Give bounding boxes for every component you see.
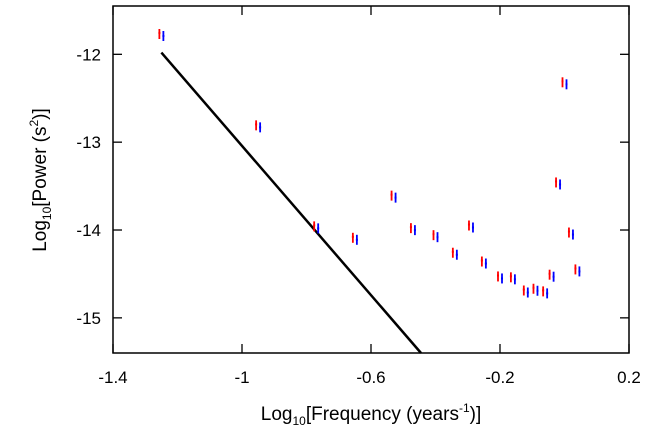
x-axis-title-sub: 10 xyxy=(292,414,306,428)
data-point-blue-marker xyxy=(559,183,561,185)
data-point-red-marker xyxy=(481,260,483,262)
data-point xyxy=(574,264,580,276)
data-point-red-marker xyxy=(562,80,564,82)
fit-line xyxy=(161,53,421,353)
x-axis-title-prefix: Log xyxy=(261,404,293,425)
y-tick-label: -14 xyxy=(76,221,101,240)
y-tick-labels: -12 -13 -14 -15 xyxy=(76,45,101,328)
x-tick-label: -0.6 xyxy=(356,368,385,387)
y-axis-title-sub: 10 xyxy=(40,206,54,220)
data-point-red-marker xyxy=(158,32,160,34)
data-point-blue-marker xyxy=(472,226,474,228)
plot-frame xyxy=(113,6,629,353)
x-tick-label: -1.4 xyxy=(98,368,127,387)
data-point-blue-marker xyxy=(546,292,548,294)
data-point xyxy=(255,120,261,132)
data-point-blue-marker xyxy=(485,263,487,265)
x-axis-title-suffix: )] xyxy=(470,404,482,425)
data-point xyxy=(549,270,555,282)
data-point xyxy=(391,191,397,203)
data-point-blue-marker xyxy=(553,276,555,278)
x-axis-title-sup: -1 xyxy=(459,401,470,415)
data-point-red-marker xyxy=(532,287,534,289)
data-point-red-marker xyxy=(549,273,551,275)
data-point-blue-marker xyxy=(414,229,416,231)
data-point xyxy=(555,177,561,189)
data-point-blue-marker xyxy=(566,83,568,85)
data-point-blue-marker xyxy=(162,35,164,37)
data-point xyxy=(510,272,516,284)
x-tick-labels: -1.4 -1 -0.6 -0.2 0.2 xyxy=(98,368,640,387)
data-point-red-marker xyxy=(313,224,315,226)
x-tick-label: -1 xyxy=(234,368,249,387)
data-point-red-marker xyxy=(510,275,512,277)
data-point xyxy=(352,233,358,245)
data-point xyxy=(158,29,164,41)
data-point-red-marker xyxy=(352,236,354,238)
y-axis-title: Log10[Power (s2)] xyxy=(27,108,54,252)
data-point-red-marker xyxy=(568,231,570,233)
y-axis-title-mid: [Power (s xyxy=(30,126,51,206)
data-point-blue-marker xyxy=(456,254,458,256)
data-point-red-marker xyxy=(410,226,412,228)
data-point-blue-marker xyxy=(501,277,503,279)
data-point-blue-marker xyxy=(527,292,529,294)
data-point-red-marker xyxy=(468,223,470,225)
data-point-blue-marker xyxy=(572,234,574,236)
data-points xyxy=(158,29,580,298)
data-point xyxy=(452,248,458,260)
data-point-blue-marker xyxy=(578,270,580,272)
data-point-blue-marker xyxy=(317,227,319,229)
data-point-blue-marker xyxy=(514,278,516,280)
data-point-red-marker xyxy=(391,194,393,196)
data-point-red-marker xyxy=(497,274,499,276)
data-point xyxy=(468,220,474,232)
data-point-blue-marker xyxy=(259,126,261,128)
data-point-red-marker xyxy=(255,123,257,125)
data-point xyxy=(481,257,487,269)
data-point-blue-marker xyxy=(536,290,538,292)
x-axis-title-mid: [Frequency (years xyxy=(306,404,459,425)
data-point-red-marker xyxy=(452,251,454,253)
data-point-red-marker xyxy=(574,267,576,269)
data-point xyxy=(542,286,548,298)
data-point xyxy=(433,230,439,242)
data-point xyxy=(410,223,416,235)
data-point-red-marker xyxy=(542,289,544,291)
fit-line-group xyxy=(161,53,421,353)
y-axis-title-prefix: Log xyxy=(30,220,51,252)
x-tick-label: -0.2 xyxy=(485,368,514,387)
axis-ticks xyxy=(113,6,629,353)
data-point xyxy=(568,228,574,240)
data-point-blue-marker xyxy=(395,197,397,199)
y-axis-title-suffix: )] xyxy=(30,108,51,120)
data-point-red-marker xyxy=(433,233,435,235)
y-tick-label: -13 xyxy=(76,133,101,152)
data-point-red-marker xyxy=(523,289,525,291)
x-tick-label: 0.2 xyxy=(617,368,641,387)
data-point-red-marker xyxy=(555,180,557,182)
y-tick-label: -12 xyxy=(76,45,101,64)
x-axis-title: Log10[Frequency (years-1)] xyxy=(261,401,481,428)
data-point-blue-marker xyxy=(437,236,439,238)
data-point xyxy=(497,271,503,283)
data-point-blue-marker xyxy=(356,239,358,241)
data-point xyxy=(562,77,568,89)
data-point xyxy=(523,286,529,298)
y-tick-label: -15 xyxy=(76,309,101,328)
data-point xyxy=(532,284,538,296)
